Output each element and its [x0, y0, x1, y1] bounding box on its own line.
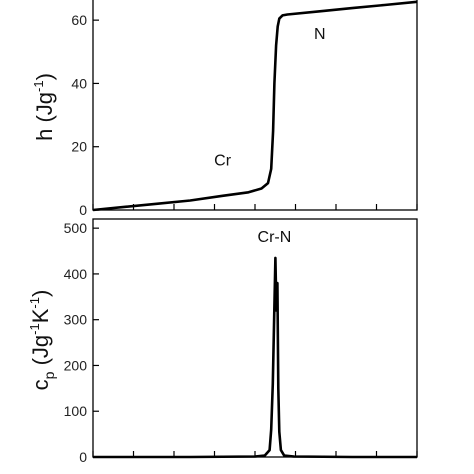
enthalpy-y-tick-label: 0 — [79, 202, 87, 218]
cp-ylabel-sup1: -1 — [27, 323, 42, 335]
heat-capacity-y-tick-label: 500 — [64, 220, 88, 236]
enthalpy-panel: 0 20 40 60 Cr N h (Jg-1) — [31, 0, 418, 218]
enthalpy-ylabel-close: ) — [32, 73, 57, 80]
heat-capacity-annotation: Cr-N — [258, 229, 292, 246]
enthalpy-y-tick-label: 40 — [71, 75, 87, 91]
heat-capacity-y-tick-label: 100 — [64, 403, 88, 419]
cp-ylabel-main: c — [28, 379, 53, 390]
heat-capacity-y-tick-label: 0 — [79, 449, 87, 465]
enthalpy-y-axis-label: h (Jg-1) — [31, 73, 57, 141]
cp-ylabel-mid: (Jg — [28, 335, 53, 372]
enthalpy-ylabel-sup: -1 — [31, 80, 46, 92]
heat-capacity-curve — [93, 256, 417, 459]
heat-capacity-y-axis-label: cp (Jg-1K-1) — [27, 290, 57, 391]
cp-ylabel-k: K — [28, 308, 53, 323]
enthalpy-annotation: N — [314, 26, 326, 43]
heat-capacity-plot-frame — [92, 218, 418, 458]
enthalpy-curve — [92, 0, 418, 212]
enthalpy-y-tick-label: 20 — [71, 139, 87, 155]
cp-ylabel-sub: p — [41, 371, 57, 379]
cp-ylabel-sup2: -1 — [27, 297, 42, 309]
heat-capacity-y-tick-label: 300 — [64, 312, 88, 328]
enthalpy-ylabel-main: h (Jg — [32, 92, 57, 141]
enthalpy-y-tick-label: 60 — [71, 12, 87, 28]
enthalpy-plot-frame — [92, 0, 418, 211]
cp-ylabel-close: ) — [28, 290, 53, 297]
enthalpy-annotation: Cr — [214, 153, 232, 170]
heat-capacity-y-tick-label: 200 — [64, 357, 88, 373]
heat-capacity-y-tick-label: 400 — [64, 266, 88, 282]
